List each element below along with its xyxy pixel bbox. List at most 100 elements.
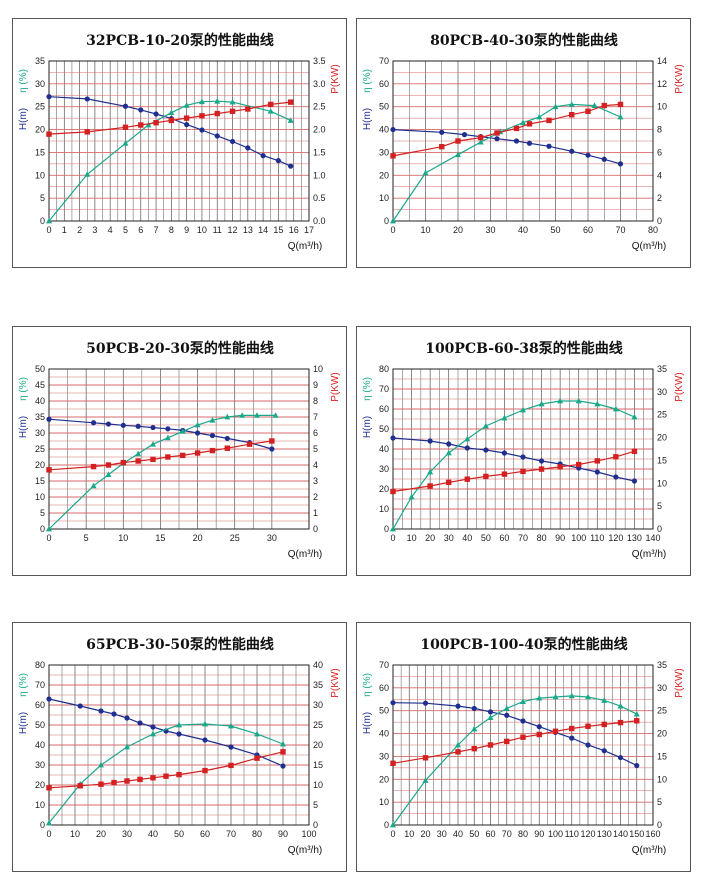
chart-1-series-3-point (168, 117, 175, 124)
chart-1-right-tick: 3.5 (313, 56, 326, 66)
chart-6-series-2-point (487, 714, 494, 720)
chart-panel-4: 100PCB-60-38泵的性能曲线 0 10 20 30 40 50 60 70 80 90 100… (356, 326, 691, 576)
chart-6-right-tick: 5 (657, 797, 662, 807)
chart-6-series-3-point (487, 742, 494, 748)
chart-5-series-1-point (280, 763, 286, 769)
chart-4-x-tick: 120 (608, 533, 623, 543)
chart-3-eff-label: η (%) (18, 377, 29, 401)
chart-1-series-3-point (46, 131, 52, 137)
chart-1-left-tick: 15 (35, 147, 45, 157)
chart-4-series-2-point (612, 405, 619, 412)
chart-3-x-tick: 15 (155, 533, 165, 543)
chart-panel-1: 32PCB-10-20泵的性能曲线 0 1 2 3 4 5 6 7 8 9 10 11 12 13 14 15 1… (12, 18, 347, 268)
chart-4-series-2-point (482, 422, 489, 429)
chart-3-x-tick: 30 (267, 533, 277, 543)
chart-2-series-1-point (513, 138, 520, 144)
chart-panel-2: 80PCB-40-30泵的性能曲线 0 10 20 30 40 50 60 70 80 0 10 20 3… (356, 18, 691, 268)
chart-6-series-2-point (455, 741, 461, 748)
chart-3-left-tick: 50 (35, 364, 45, 374)
chart-4-right-tick: 10 (657, 478, 667, 488)
chart-6-series-1-point (601, 748, 607, 754)
chart-6-left-tick: 30 (379, 751, 389, 761)
chart-2-series-3-point (546, 117, 552, 124)
chart-5-x-tick: 70 (226, 829, 236, 839)
chart-5-frame (48, 664, 310, 826)
chart-1-x-tick: 9 (184, 225, 189, 235)
chart-2-x-tick: 50 (550, 225, 560, 235)
chart-2-power-label: P(KW) (674, 64, 685, 93)
chart-6-series-1-point (569, 735, 575, 741)
chart-2-eff-label: η (%) (362, 69, 373, 93)
chart-3-series-3-point (180, 452, 186, 459)
chart-1-right-tick: 2.0 (313, 125, 326, 135)
chart-5-x-tick: 30 (122, 829, 132, 839)
chart-6-series-2-point (503, 705, 510, 711)
chart-1-series-3-point (268, 101, 274, 108)
chart-1-x-tick: 2 (77, 225, 82, 235)
chart-4-x-tick: 20 (425, 533, 435, 543)
chart-1-left-tick: 30 (35, 79, 45, 89)
chart-1-right-tick: 1.0 (313, 170, 326, 180)
chart-3-series-3-point (105, 462, 112, 468)
chart-6-x-tick: 160 (645, 829, 660, 839)
chart-3-series-2-point (150, 441, 156, 447)
chart-1-right-tick: 0.5 (313, 193, 326, 203)
chart-5-left-tick: 70 (35, 680, 45, 690)
chart-4-series-1-point (613, 474, 619, 480)
chart-3-right-tick: 8 (313, 396, 318, 406)
chart-1-series-1-point (184, 121, 190, 128)
chart-5-x-tick: 40 (148, 829, 158, 839)
chart-2-series-1-point (439, 129, 445, 135)
chart-4-x-tick: 80 (537, 533, 547, 543)
chart-6-right-tick: 15 (657, 751, 667, 761)
chart-6-series-1-point (504, 712, 510, 718)
chart-6-x-tick: 150 (629, 829, 644, 839)
chart-6-frame (392, 664, 654, 826)
chart-4-series-3-point (427, 483, 433, 489)
chart-3-series-2-point (254, 412, 260, 418)
chart-1-series-2-point (122, 140, 129, 146)
chart-4-series-3-point (613, 454, 619, 460)
chart-3-series-2-point (209, 417, 216, 423)
chart-5-title: 65PCB-30-50泵的性能曲线 (86, 636, 274, 653)
chart-5-series-1-point (176, 731, 182, 737)
chart-3-series-2-point (135, 450, 142, 457)
chart-6-x-tick: 120 (580, 829, 595, 839)
chart-5-series-3-point (176, 771, 182, 778)
chart-6-x-tick: 90 (534, 829, 544, 839)
chart-5-series-3-point (202, 767, 208, 774)
chart-2-x-tick: 40 (518, 225, 528, 235)
chart-5-series-3-point (137, 776, 143, 783)
chart-4-series-1-point (538, 458, 545, 464)
chart-2-x-tick: 20 (453, 225, 463, 235)
chart-3-right-tick: 10 (313, 364, 323, 374)
chart-1-frame (48, 60, 310, 222)
chart-6-series-2-point (390, 821, 396, 828)
chart-5-series-1-point (111, 711, 117, 717)
chart-1-series-1-point (153, 111, 159, 117)
chart-2-right-tick: 0 (657, 216, 662, 226)
chart-6-series-3-point (552, 728, 559, 734)
chart-4-left-tick: 60 (379, 404, 389, 414)
chart-3-head-label: H(m) (18, 416, 29, 438)
chart-4-series-3-point (520, 468, 526, 475)
chart-5-right-tick: 30 (313, 700, 323, 710)
chart-1-right-tick: 0.0 (313, 216, 326, 226)
chart-6-series-2-point (568, 692, 575, 699)
chart-3-left-tick: 25 (35, 444, 45, 454)
chart-3-series-3-point (209, 447, 216, 454)
chart-1-right-tick: 3.0 (313, 79, 326, 89)
chart-4-series-2-point (594, 400, 601, 407)
chart-4-eff-label: η (%) (362, 377, 373, 401)
chart-5-series-2-point (46, 819, 52, 826)
chart-2-series-1-point (601, 156, 607, 162)
chart-2-right-tick: 6 (657, 147, 662, 157)
chart-4-x-tick: 100 (571, 533, 586, 543)
chart-3-right-tick: 3 (313, 476, 318, 486)
chart-2-left-tick: 50 (379, 102, 389, 112)
chart-2-series-1-point (546, 143, 552, 149)
chart-3-series-3-point (150, 456, 156, 463)
chart-3-left-tick: 15 (35, 476, 45, 486)
chart-4-x-tick: 90 (555, 533, 565, 543)
chart-4-series-2-point (464, 435, 471, 442)
